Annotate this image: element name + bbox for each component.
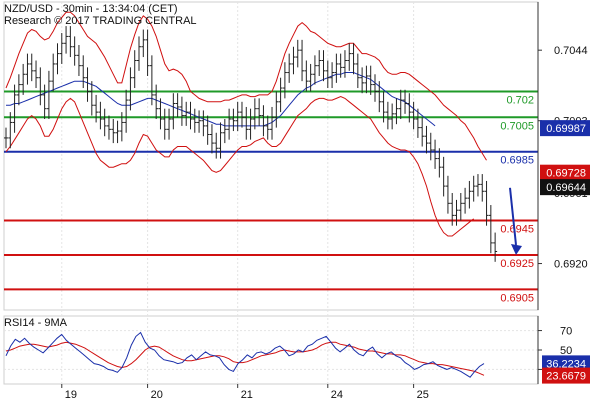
price-badge (540, 120, 590, 137)
bollinger-lower-line (5, 96, 475, 237)
price-tick-label: 0.7044 (554, 45, 588, 57)
rsi-value-badge (542, 355, 590, 372)
support-level-label: 0.6905 (500, 292, 534, 304)
price-tick-label: 0.6920 (554, 259, 588, 271)
rsi-tick-label: 70 (560, 326, 572, 338)
price-badge (540, 164, 590, 181)
bollinger-upper-line (5, 11, 487, 161)
support-level-label: 0.6925 (500, 258, 534, 270)
x-tick-label: 21 (241, 389, 253, 400)
rsi-line (5, 331, 485, 378)
price-badge-label: 0.69728 (546, 168, 586, 180)
rsi-label: RSI14 - 9MA (4, 317, 68, 329)
x-tick-label: 25 (417, 389, 429, 400)
x-tick-label: 19 (65, 389, 77, 400)
chart-subtitle: Research © 2017 TRADING CENTRAL (4, 15, 197, 27)
rsi-ma-line (5, 341, 485, 376)
resistance-level-label: 0.702 (506, 94, 534, 106)
x-tick-label: 20 (151, 389, 163, 400)
rsi-tick-label: 50 (560, 345, 572, 357)
x-tick-label: 24 (331, 389, 343, 400)
forecast-arrow-head-icon (511, 243, 522, 255)
resistance-level-label: 0.7005 (500, 120, 534, 132)
price-badge-label: 0.69987 (546, 123, 586, 135)
rsi-value-badge-label: 36.2234 (546, 358, 586, 370)
chart-title: NZD/USD - 30min - 13:34:04 (CET) (4, 3, 178, 15)
rsi-ma-badge-label: 23.6679 (546, 371, 586, 383)
price-badge-label: 0.69644 (546, 182, 586, 194)
support-level-label: 0.6945 (500, 224, 534, 236)
price-badge (540, 179, 590, 196)
pivot-level-label: 0.6985 (500, 155, 534, 167)
forecast-arrow-shaft (509, 187, 517, 246)
rsi-ma-badge (542, 367, 590, 384)
